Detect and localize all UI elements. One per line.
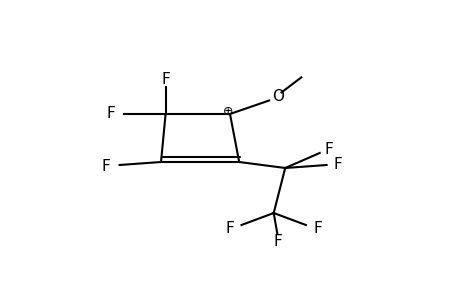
Text: F: F <box>272 234 281 249</box>
Text: F: F <box>312 221 321 236</box>
Text: F: F <box>225 221 234 236</box>
Text: ⊕: ⊕ <box>222 105 232 118</box>
Text: O: O <box>272 89 284 104</box>
Text: F: F <box>161 72 170 87</box>
Text: F: F <box>333 157 342 172</box>
Text: F: F <box>324 142 333 157</box>
Text: F: F <box>106 106 115 122</box>
Text: F: F <box>101 159 110 174</box>
